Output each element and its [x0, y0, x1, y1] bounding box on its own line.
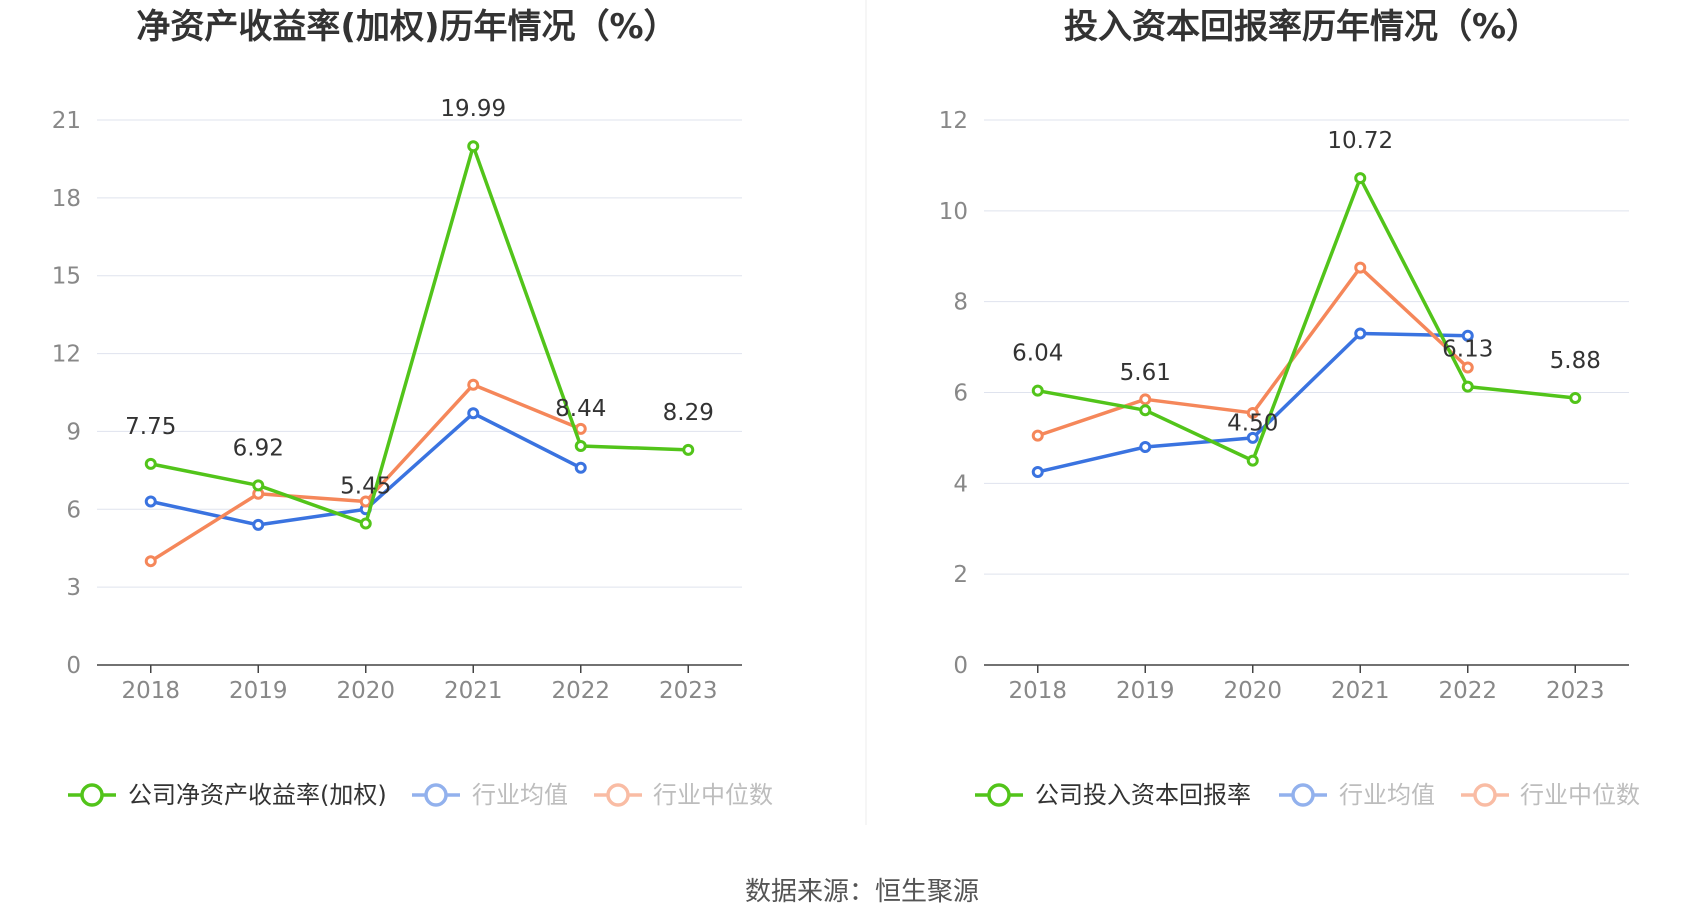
legend-item[interactable]: 行业均值: [1279, 781, 1435, 809]
data-point[interactable]: [1031, 465, 1044, 478]
data-point[interactable]: [467, 378, 480, 391]
data-label: 6.92: [233, 435, 284, 461]
y-tick-label: 8: [953, 290, 968, 316]
data-label: 6.04: [1012, 341, 1063, 367]
data-label: 4.50: [1227, 411, 1278, 437]
data-point[interactable]: [1354, 172, 1367, 185]
data-point[interactable]: [467, 140, 480, 153]
data-point[interactable]: [144, 555, 157, 568]
series-line: [1037, 176, 1576, 463]
legend-label: 公司净资产收益率(加权): [128, 781, 387, 809]
legend-label: 公司投入资本回报率: [1035, 781, 1251, 809]
y-tick-label: 9: [66, 419, 81, 445]
legend-marker: [424, 783, 448, 807]
data-point[interactable]: [1354, 261, 1367, 274]
data-point[interactable]: [1139, 393, 1152, 406]
x-tick-label: 2022: [1438, 678, 1497, 704]
legend-item[interactable]: 公司净资产收益率(加权): [68, 781, 387, 809]
data-point[interactable]: [252, 518, 265, 531]
data-label: 10.72: [1327, 128, 1393, 154]
y-tick-label: 4: [953, 471, 968, 497]
data-point[interactable]: [1246, 431, 1259, 444]
x-tick-label: 2023: [1546, 678, 1605, 704]
roic-chart: 投入资本回报率历年情况（%） 0 2 4 6 8 10 12 2018 2019 2020 2021 2…: [939, 7, 1640, 809]
data-point[interactable]: [1246, 406, 1259, 419]
x-tick-label: 2018: [1008, 678, 1067, 704]
y-tick-label: 21: [52, 108, 81, 134]
x-tick-label: 2018: [121, 678, 180, 704]
y-tick-label: 18: [52, 186, 81, 212]
legend-label: 行业中位数: [1520, 781, 1640, 809]
x-tick-label: 2020: [336, 678, 395, 704]
x-tick-label: 2021: [444, 678, 503, 704]
data-point[interactable]: [359, 517, 372, 530]
y-tick-label: 0: [953, 653, 968, 679]
series-line: [150, 144, 689, 526]
data-point[interactable]: [574, 439, 587, 452]
x-tick-label: 2019: [229, 678, 288, 704]
y-tick-label: 12: [52, 342, 81, 368]
y-tick-label: 6: [66, 497, 81, 523]
legend-marker: [80, 783, 104, 807]
legend-item[interactable]: 行业中位数: [1461, 781, 1640, 809]
data-label: 5.45: [340, 474, 391, 500]
data-point[interactable]: [1139, 404, 1152, 417]
data-point[interactable]: [1031, 384, 1044, 397]
data-label: 8.29: [663, 400, 714, 426]
data-point[interactable]: [1461, 329, 1474, 342]
roe-chart: 净资产收益率(加权)历年情况（%） 0 3 6 9 12 15 18 21 2018 2019 202…: [52, 7, 773, 809]
legend-item[interactable]: 行业均值: [412, 781, 568, 809]
legend-label: 行业均值: [472, 781, 568, 809]
data-point[interactable]: [1569, 391, 1582, 404]
data-label: 5.61: [1120, 360, 1171, 386]
data-point[interactable]: [1139, 441, 1152, 453]
data-point[interactable]: [144, 495, 157, 508]
data-point[interactable]: [1461, 380, 1474, 393]
data-point[interactable]: [1461, 361, 1474, 374]
data-label: 19.99: [440, 96, 506, 122]
y-tick-label: 2: [953, 562, 968, 588]
y-tick-label: 0: [66, 653, 81, 679]
y-tick-label: 15: [52, 264, 81, 290]
y-tick-label: 3: [66, 575, 81, 601]
roic-chart-title: 投入资本回报率历年情况（%）: [1064, 7, 1540, 47]
data-point[interactable]: [574, 461, 587, 474]
legend-label: 行业均值: [1339, 781, 1435, 809]
y-tick-label: 10: [939, 199, 968, 225]
data-point[interactable]: [682, 443, 695, 456]
data-label: 5.88: [1550, 348, 1601, 374]
legend-marker: [606, 783, 630, 807]
roe-chart-title: 净资产收益率(加权)历年情况（%）: [136, 7, 677, 47]
x-tick-label: 2023: [659, 678, 718, 704]
legend-label: 行业中位数: [653, 781, 773, 809]
x-tick-label: 2019: [1116, 678, 1175, 704]
data-label: 7.75: [125, 414, 176, 440]
data-point[interactable]: [252, 479, 265, 492]
legend-item[interactable]: 公司投入资本回报率: [975, 781, 1251, 809]
x-tick-label: 2020: [1223, 678, 1282, 704]
legend-marker: [1291, 783, 1315, 807]
legend-marker: [1473, 783, 1497, 807]
data-label: 8.44: [555, 396, 606, 422]
y-tick-label: 12: [939, 108, 968, 134]
data-point[interactable]: [467, 407, 480, 420]
x-tick-label: 2021: [1331, 678, 1390, 704]
legend-item[interactable]: 行业中位数: [594, 781, 773, 809]
data-label: 6.13: [1442, 337, 1493, 363]
data-point[interactable]: [144, 457, 157, 470]
data-point[interactable]: [574, 422, 587, 435]
data-point[interactable]: [1031, 429, 1044, 442]
data-point[interactable]: [1354, 327, 1367, 340]
x-tick-label: 2022: [551, 678, 610, 704]
data-point[interactable]: [1246, 454, 1259, 467]
source-note: 数据来源：恒生聚源: [745, 877, 979, 907]
legend-marker: [987, 783, 1011, 807]
y-tick-label: 6: [953, 381, 968, 407]
